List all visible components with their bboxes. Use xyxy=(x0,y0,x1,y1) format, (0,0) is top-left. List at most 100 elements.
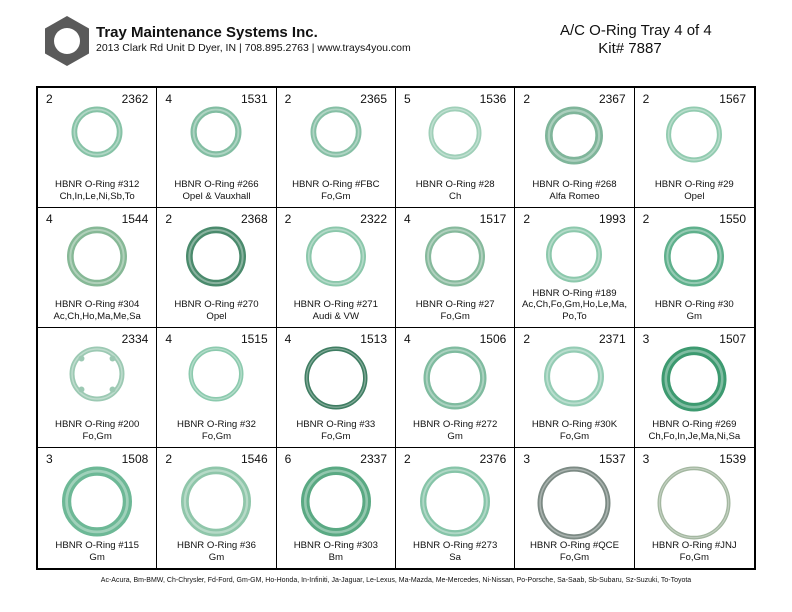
part-number: 1993 xyxy=(598,212,626,226)
o-ring-description: HBNR O-Ring #115 Gm xyxy=(38,540,156,563)
o-ring-name: HBNR O-Ring #JNJ xyxy=(651,540,737,551)
part-number: 1567 xyxy=(719,92,746,106)
o-ring-image xyxy=(190,106,242,158)
part-number: 1508 xyxy=(121,452,149,466)
tray-compartment: 2 1567 HBNR O-Ring #29 Opel xyxy=(634,88,754,208)
quantity-label: 2 xyxy=(46,92,53,106)
o-ring-description: HBNR O-Ring #268 Alfa Romeo xyxy=(515,179,633,202)
o-ring-description: HBNR O-Ring #304 Ac,Ch,Ho,Ma,Me,Sa xyxy=(38,299,156,322)
tray-compartment: 2 2322 HBNR O-Ring #271 Audi & VW xyxy=(276,208,396,328)
o-ring-description: HBNR O-Ring #27 Fo,Gm xyxy=(396,299,514,322)
o-ring-image xyxy=(62,466,133,537)
o-ring-description: HBNR O-Ring #270 Opel xyxy=(157,299,275,322)
o-ring-image xyxy=(181,466,252,537)
o-ring-name: HBNR O-Ring #30 xyxy=(654,299,734,310)
part-number: 2365 xyxy=(360,92,387,106)
o-ring-name: HBNR O-Ring #115 xyxy=(55,540,139,551)
o-ring-name: HBNR O-Ring #28 xyxy=(415,179,495,190)
o-ring-image xyxy=(310,106,362,158)
part-number: 1546 xyxy=(240,452,268,466)
tray-compartment: 4 1531 HBNR O-Ring #266 Opel & Vauxhall xyxy=(157,88,277,208)
tray-compartment: 3 1508 HBNR O-Ring #115 Gm xyxy=(38,448,158,568)
vehicle-makes: Ch,Fo,In,Je,Ma,Ni,Sa xyxy=(648,430,741,442)
o-ring-name: HBNR O-Ring #27 xyxy=(415,299,495,310)
quantity-label: 2 xyxy=(523,212,531,226)
quantity-label: 4 xyxy=(404,212,411,226)
o-ring-image xyxy=(305,226,366,287)
vehicle-makes: Gm xyxy=(686,310,703,322)
o-ring-description: HBNR O-Ring #29 Opel xyxy=(635,179,754,202)
o-ring-description: HBNR O-Ring #200 Fo,Gm xyxy=(38,419,156,442)
o-ring-description: HBNR O-Ring #273 Sa xyxy=(396,540,514,563)
part-number: 1517 xyxy=(479,212,507,226)
o-ring-name: HBNR O-Ring #32 xyxy=(177,419,256,430)
vehicle-makes: Po,To xyxy=(562,310,587,322)
tray-compartment: 5 1536 HBNR O-Ring #28 Ch xyxy=(396,88,516,208)
quantity-label: 3 xyxy=(523,452,531,466)
tray-compartment: 4 1544 HBNR O-Ring #304 Ac,Ch,Ho,Ma,Me,Sa xyxy=(38,208,158,328)
o-ring-description: HBNR O-Ring #266 Opel & Vauxhall xyxy=(157,179,275,202)
part-number: 2368 xyxy=(240,212,268,226)
vehicle-makes: Opel xyxy=(684,190,705,202)
vehicle-makes: Ac,Ch,Ho,Ma,Me,Sa xyxy=(53,310,141,322)
o-ring-description: HBNR O-Ring #269 Ch,Fo,In,Je,Ma,Ni,Sa xyxy=(635,419,754,442)
kit-number: Kit# 7887 xyxy=(598,40,662,57)
vehicle-makes: Fo,Gm xyxy=(321,430,351,442)
o-ring-description: HBNR O-Ring #312 Ch,In,Le,Ni,Sb,To xyxy=(38,179,156,202)
o-ring-image xyxy=(666,106,723,163)
o-ring-image xyxy=(657,466,731,540)
tray-compartment: 2 2365 HBNR O-Ring #FBC Fo,Gm xyxy=(276,88,396,208)
vehicle-makes: Fo,Gm xyxy=(321,190,351,202)
part-number: 1507 xyxy=(719,332,746,346)
quantity-label: 2 xyxy=(165,452,173,466)
quantity-label: 2 xyxy=(523,92,531,106)
o-ring-description: HBNR O-Ring #QCE Fo,Gm xyxy=(515,540,633,563)
part-number: 2337 xyxy=(360,452,387,466)
o-ring-image xyxy=(304,346,368,410)
o-ring-image xyxy=(300,466,371,537)
quantity-label: 3 xyxy=(642,452,650,466)
o-ring-name: HBNR O-Ring #266 xyxy=(174,179,259,190)
part-number: 2367 xyxy=(598,92,626,106)
part-number: 2322 xyxy=(360,212,387,226)
o-ring-name: HBNR O-Ring #33 xyxy=(296,419,376,430)
tray-compartment: 4 1517 HBNR O-Ring #27 Fo,Gm xyxy=(396,208,516,328)
o-ring-image xyxy=(425,226,486,287)
tray-compartment: 2 2368 HBNR O-Ring #270 Opel xyxy=(157,208,277,328)
o-ring-image xyxy=(537,466,611,540)
tray-compartment: 3 1539 HBNR O-Ring #JNJ Fo,Gm xyxy=(635,448,754,568)
quantity-label: 5 xyxy=(404,92,411,106)
tray-compartment: 4 1506 HBNR O-Ring #272 Gm xyxy=(396,328,516,448)
o-ring-image xyxy=(661,346,727,412)
o-ring-name: HBNR O-Ring #FBC xyxy=(292,179,380,190)
tray-compartment: 2 2362 HBNR O-Ring #312 Ch,In,Le,Ni,Sb,To xyxy=(38,88,158,208)
part-number: 1506 xyxy=(479,332,507,346)
o-ring-image xyxy=(423,346,487,410)
o-ring-name: HBNR O-Ring #273 xyxy=(413,540,498,551)
o-ring-name: HBNR O-Ring #36 xyxy=(177,540,256,551)
tray-compartment: 2 1993 HBNR O-Ring #189 Ac,Ch,Fo,Gm,Ho,Le,M… xyxy=(515,208,635,328)
tray-compartment: 2 2367 HBNR O-Ring #268 Alfa Romeo xyxy=(515,88,635,208)
o-ring-description: HBNR O-Ring #32 Fo,Gm xyxy=(157,419,275,442)
vehicle-makes: Ac,Ch,Fo,Gm,Ho,Le,Ma, xyxy=(521,299,627,310)
o-ring-description: HBNR O-Ring #189 Ac,Ch,Fo,Gm,Ho,Le,Ma, Po,… xyxy=(515,288,633,323)
quantity-label: 4 xyxy=(46,212,53,226)
vehicle-makes: Opel xyxy=(206,310,227,322)
company-name: Tray Maintenance Systems Inc. xyxy=(96,24,318,41)
o-ring-image xyxy=(186,226,247,287)
quantity-label: 4 xyxy=(165,92,173,106)
o-ring-image xyxy=(428,106,482,160)
vehicle-makes: Gm xyxy=(208,551,225,563)
o-ring-grid: 2 2362 HBNR O-Ring #312 Ch,In,Le,Ni,Sb,To 4 1… xyxy=(36,86,756,570)
o-ring-name: HBNR O-Ring #268 xyxy=(532,179,617,190)
o-ring-description: HBNR O-Ring #303 Bm xyxy=(277,540,395,563)
vehicle-makes: Sa xyxy=(449,551,462,563)
o-ring-name: HBNR O-Ring #QCE xyxy=(529,540,619,551)
vehicle-makes: Fo,Gm xyxy=(679,551,709,563)
o-ring-description: HBNR O-Ring #272 Gm xyxy=(396,419,514,442)
quantity-label: 2 xyxy=(404,452,411,466)
tray-compartment: 4 1515 HBNR O-Ring #32 Fo,Gm xyxy=(157,328,277,448)
o-ring-name: HBNR O-Ring #304 xyxy=(55,299,140,310)
quantity-label: 2 xyxy=(642,212,650,226)
part-number: 1531 xyxy=(240,92,268,106)
